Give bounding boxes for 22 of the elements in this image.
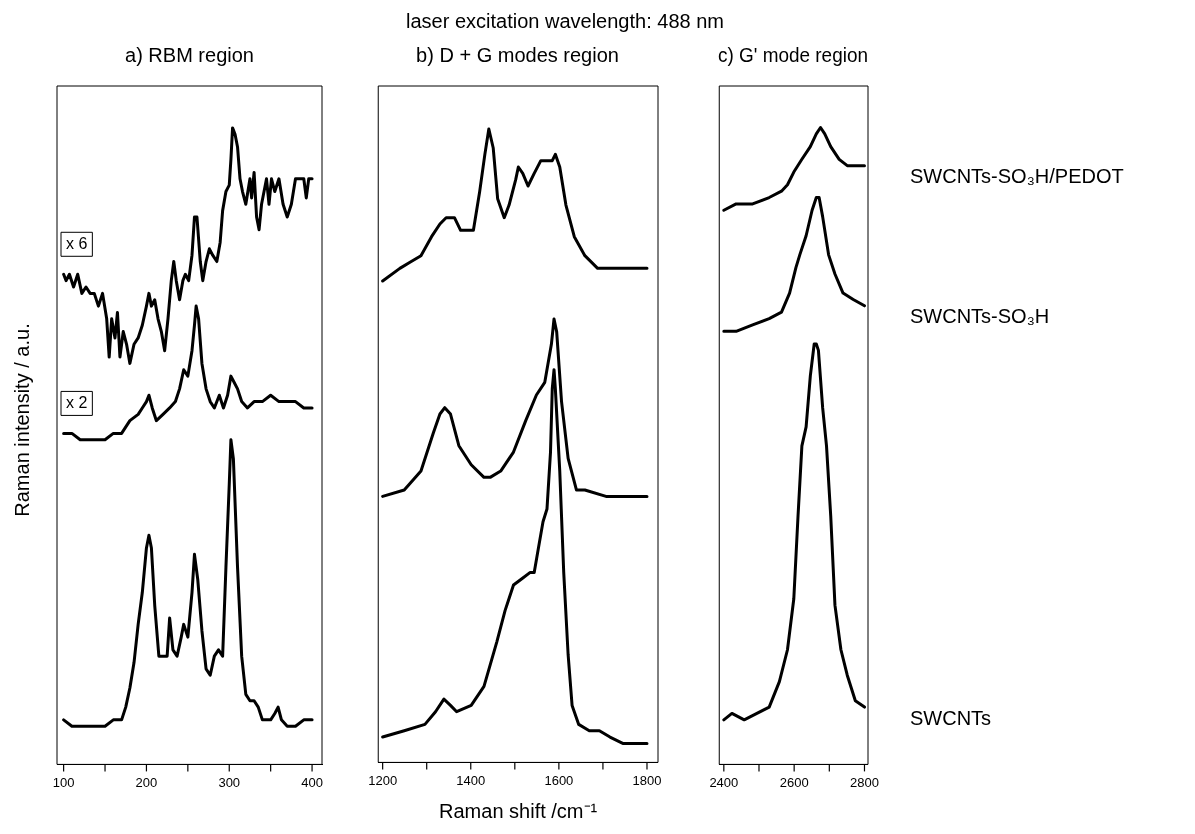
annotation: x 6 xyxy=(66,234,88,252)
chart-title: a) RBM region xyxy=(125,43,254,66)
x-tick-label: 2400 xyxy=(709,774,739,790)
chart-title: c) G' mode region xyxy=(718,43,868,66)
text: SWCNTs xyxy=(910,706,992,729)
y-axis-title: Raman intensity / a.u. xyxy=(10,323,34,517)
x-axis-title: Raman shift /cm⁻¹ xyxy=(439,799,598,822)
x-tick-label: 1200 xyxy=(368,772,398,788)
x-tick-label: 2800 xyxy=(850,774,879,790)
x-tick-label: 2600 xyxy=(779,774,809,790)
annotation: x 2 xyxy=(66,393,88,411)
text: SWCNTs-SO₃H xyxy=(910,305,1050,328)
chart-title: b) D + G modes region xyxy=(416,43,619,66)
x-tick-label: 1800 xyxy=(632,772,662,788)
x-tick-label: 100 xyxy=(52,774,75,790)
text: SWCNTs-SO₃H/PEDOT xyxy=(910,165,1124,188)
x-tick-label: 1400 xyxy=(456,772,486,788)
x-tick-label: 300 xyxy=(218,774,241,790)
x-tick-label: 400 xyxy=(301,774,323,790)
x-tick-label: 1600 xyxy=(544,772,574,788)
x-tick-label: 200 xyxy=(135,774,158,790)
chart-subtitle: laser excitation wavelength: 488 nm xyxy=(405,10,725,33)
